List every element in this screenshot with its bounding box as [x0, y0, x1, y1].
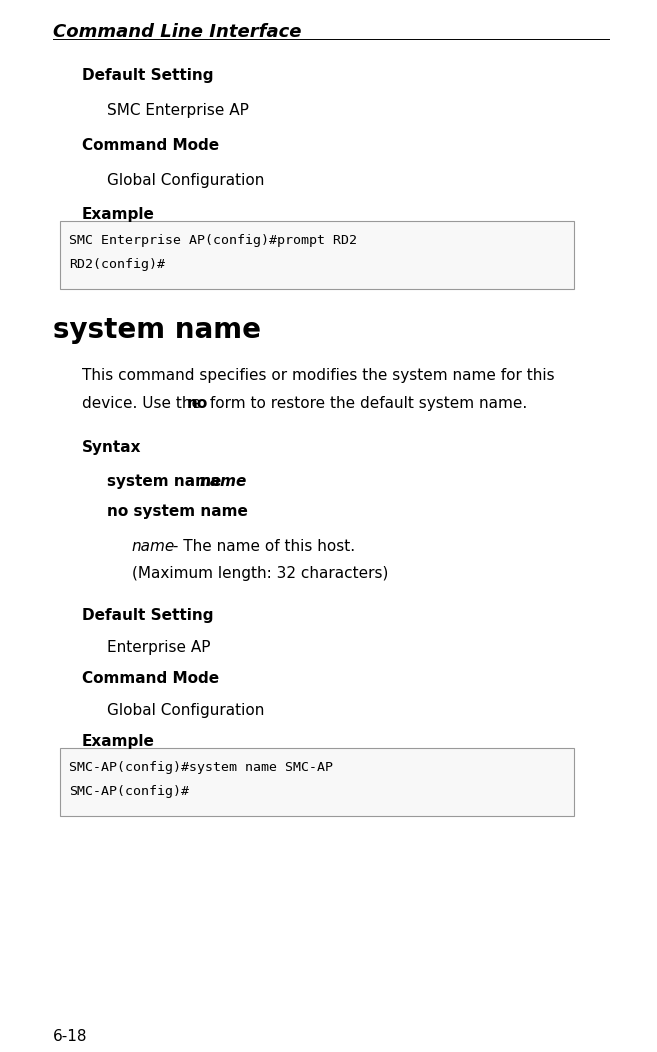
Text: SMC-AP(config)#: SMC-AP(config)#	[69, 785, 189, 798]
Text: Command Mode: Command Mode	[81, 138, 219, 153]
Text: Example: Example	[81, 207, 154, 222]
Text: SMC-AP(config)#system name SMC-AP: SMC-AP(config)#system name SMC-AP	[69, 761, 333, 773]
Text: Example: Example	[81, 734, 154, 749]
Text: This command specifies or modifies the system name for this: This command specifies or modifies the s…	[81, 368, 555, 383]
Text: device. Use the: device. Use the	[81, 396, 206, 410]
Text: Default Setting: Default Setting	[81, 68, 213, 83]
Text: SMC Enterprise AP: SMC Enterprise AP	[106, 103, 248, 118]
Text: system name: system name	[53, 316, 261, 344]
Text: RD2(config)#: RD2(config)#	[69, 258, 165, 271]
Text: Global Configuration: Global Configuration	[106, 703, 264, 717]
Text: no: no	[187, 396, 208, 410]
Text: Enterprise AP: Enterprise AP	[106, 640, 210, 654]
FancyBboxPatch shape	[60, 748, 574, 816]
Text: 6-18: 6-18	[53, 1029, 88, 1044]
Text: Command Mode: Command Mode	[81, 671, 219, 686]
Text: Command Line Interface: Command Line Interface	[53, 23, 302, 41]
Text: system name: system name	[106, 474, 226, 489]
Text: (Maximum length: 32 characters): (Maximum length: 32 characters)	[132, 566, 388, 581]
Text: name: name	[132, 539, 175, 553]
Text: name: name	[200, 474, 247, 489]
Text: Default Setting: Default Setting	[81, 608, 213, 623]
Text: Global Configuration: Global Configuration	[106, 173, 264, 187]
Text: - The name of this host.: - The name of this host.	[168, 539, 355, 553]
Text: Syntax: Syntax	[81, 440, 141, 454]
FancyBboxPatch shape	[60, 221, 574, 289]
Text: form to restore the default system name.: form to restore the default system name.	[205, 396, 528, 410]
Text: SMC Enterprise AP(config)#prompt RD2: SMC Enterprise AP(config)#prompt RD2	[69, 234, 357, 246]
Text: no system name: no system name	[106, 504, 248, 519]
